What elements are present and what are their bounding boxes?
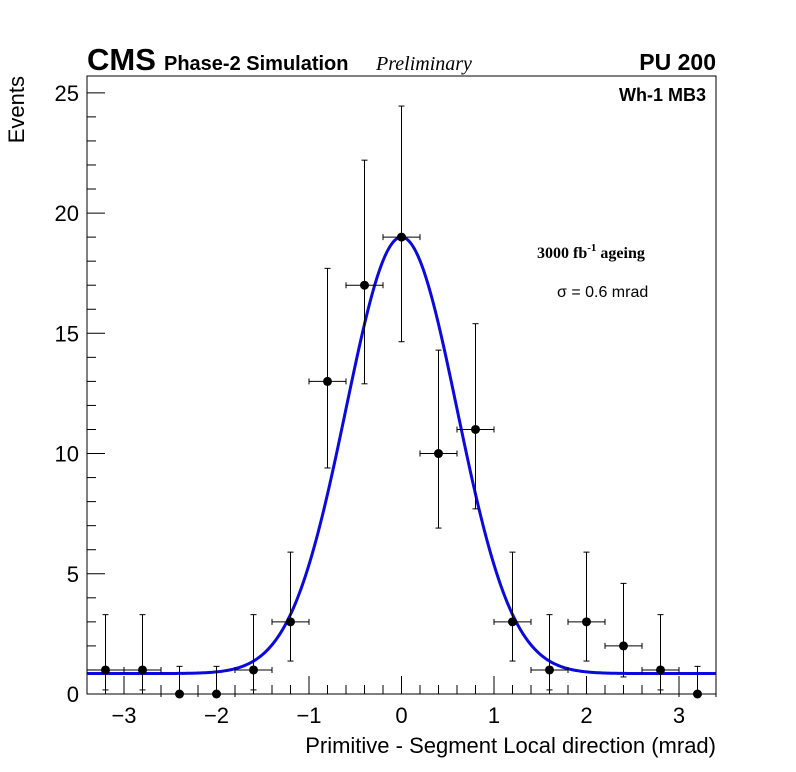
y-tick-label: 15 (55, 321, 79, 346)
data-point (345, 159, 384, 385)
data-marker (545, 665, 554, 675)
ageing-suffix: ageing (596, 245, 644, 262)
y-tick-label: 25 (55, 81, 79, 106)
x-tick-label: 3 (673, 703, 685, 728)
y-axis-title: Events (4, 76, 29, 143)
data-point (604, 582, 643, 678)
y-tick-label: 20 (55, 201, 79, 226)
axis-ticks: −3 −2 −1 0 1 2 3 0 5 10 15 20 25 (55, 81, 717, 728)
x-tick-label: −2 (204, 703, 229, 728)
data-marker (138, 665, 147, 675)
sigma-label: σ = 0.6 mrad (557, 284, 648, 301)
data-marker (619, 641, 628, 651)
data-marker (175, 689, 184, 699)
data-point (641, 614, 680, 691)
data-point (456, 323, 495, 510)
data-marker (101, 665, 110, 675)
ageing-sup: -1 (587, 242, 596, 254)
x-tick-label: −3 (111, 703, 136, 728)
region-label: Wh-1 MB3 (619, 85, 706, 105)
data-point (567, 551, 606, 662)
data-marker (693, 689, 702, 699)
data-point (308, 267, 347, 469)
x-tick-label: 1 (488, 703, 500, 728)
data-marker (212, 689, 221, 699)
data-points (86, 105, 717, 699)
data-marker (434, 449, 443, 459)
data-point (86, 614, 125, 691)
subtitle-label: Phase-2 Simulation (164, 53, 349, 75)
data-marker (360, 280, 369, 290)
data-point (123, 614, 162, 691)
ageing-label: 3000 fb-1 ageing (537, 242, 645, 262)
data-point (234, 614, 273, 691)
ageing-prefix: 3000 fb (537, 245, 587, 262)
data-point (530, 614, 569, 691)
pileup-label: PU 200 (639, 49, 716, 75)
data-point (382, 105, 421, 343)
experiment-label: CMS (87, 42, 156, 77)
data-marker (323, 376, 332, 386)
y-tick-label: 10 (55, 442, 79, 467)
data-marker (249, 665, 258, 675)
x-tick-label: −1 (296, 703, 321, 728)
data-point (160, 665, 199, 699)
x-tick-label: 0 (395, 703, 407, 728)
data-point (197, 665, 236, 699)
data-marker (508, 617, 517, 627)
data-point (271, 551, 310, 662)
data-point (419, 349, 458, 529)
data-point (678, 665, 717, 699)
data-point (493, 551, 532, 662)
data-marker (656, 665, 665, 675)
y-tick-label: 5 (67, 562, 79, 587)
x-tick-label: 2 (580, 703, 592, 728)
data-marker (471, 424, 480, 434)
data-marker (582, 617, 591, 627)
x-axis-title: Primitive - Segment Local direction (mra… (305, 733, 716, 758)
status-label: Preliminary (375, 53, 472, 75)
data-marker (286, 617, 295, 627)
data-marker (397, 232, 406, 242)
y-tick-label: 0 (67, 682, 79, 707)
